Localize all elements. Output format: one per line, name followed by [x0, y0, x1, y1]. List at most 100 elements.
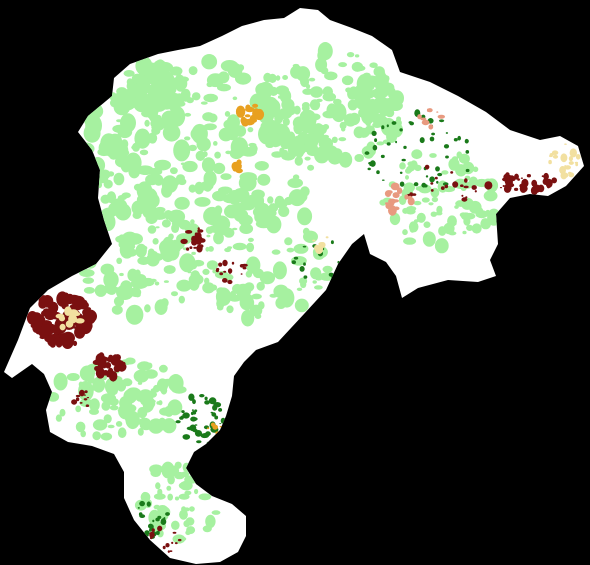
light-green-patch — [418, 184, 432, 194]
light-green-patch — [120, 113, 136, 133]
pale-yellow-patch — [569, 148, 577, 158]
dark-red-patch — [532, 184, 541, 193]
dark-red-patch — [38, 295, 49, 307]
light-green-patch — [456, 151, 463, 159]
light-green-patch — [164, 90, 172, 96]
light-green-patch — [268, 203, 279, 213]
dark-green-patch — [199, 394, 205, 398]
light-green-patch — [322, 86, 333, 97]
dark-red-patch — [172, 531, 177, 534]
orange-patch — [236, 112, 243, 117]
light-green-patch — [160, 242, 176, 263]
light-green-patch — [339, 121, 347, 130]
light-green-patch — [303, 133, 317, 146]
light-green-patch — [403, 237, 417, 245]
light-green-patch — [206, 81, 214, 88]
dark-green-patch — [445, 155, 449, 159]
light-green-patch — [100, 194, 111, 204]
light-green-patch — [254, 313, 262, 320]
light-green-patch — [296, 287, 303, 291]
light-green-patch — [154, 281, 160, 286]
light-green-patch — [92, 431, 101, 441]
dark-green-patch — [399, 128, 403, 132]
light-green-patch — [107, 424, 115, 429]
light-green-patch — [202, 282, 215, 294]
light-green-patch — [201, 157, 216, 173]
light-green-patch — [163, 280, 169, 283]
light-green-patch — [203, 123, 217, 131]
light-green-patch — [150, 469, 161, 477]
dark-red-patch — [499, 187, 503, 189]
dark-green-patch — [146, 501, 151, 507]
dark-green-patch — [186, 426, 194, 431]
dark-red-patch — [434, 176, 438, 180]
light-green-patch — [460, 212, 471, 221]
dark-green-patch — [453, 138, 458, 142]
light-green-patch — [161, 219, 171, 228]
light-green-patch — [171, 520, 180, 530]
dark-red-patch — [440, 186, 445, 191]
pale-yellow-patch — [68, 314, 78, 324]
light-green-patch — [147, 193, 160, 208]
dark-red-patch — [464, 178, 468, 183]
salmon-patch — [385, 202, 390, 205]
salmon-patch — [384, 190, 392, 198]
light-green-patch — [179, 253, 196, 273]
dark-red-patch — [79, 402, 83, 404]
light-green-patch — [170, 209, 183, 220]
light-green-patch — [152, 238, 159, 245]
light-green-patch — [83, 287, 95, 294]
light-green-patch — [214, 220, 221, 227]
light-green-patch — [156, 79, 170, 87]
pale-yellow-patch — [551, 150, 559, 155]
light-green-patch — [241, 309, 255, 327]
light-green-patch — [224, 111, 231, 117]
pale-yellow-patch — [575, 162, 579, 167]
dark-green-patch — [436, 180, 439, 184]
light-green-patch — [292, 63, 300, 68]
dark-red-patch — [197, 229, 204, 233]
dark-red-patch — [198, 237, 203, 242]
light-green-patch — [161, 378, 175, 386]
region-shape — [4, 8, 584, 564]
dark-green-patch — [299, 266, 305, 272]
light-green-patch — [310, 113, 321, 121]
dark-green-patch — [421, 182, 427, 188]
orange-patch — [244, 118, 255, 126]
light-green-patch — [293, 243, 309, 254]
light-green-patch — [471, 223, 482, 234]
light-green-patch — [137, 361, 152, 371]
dark-red-patch — [474, 190, 477, 193]
dark-red-patch — [106, 356, 114, 362]
dark-green-patch — [380, 154, 385, 159]
light-green-patch — [80, 430, 86, 438]
dark-green-patch — [399, 171, 403, 174]
dark-green-patch — [381, 125, 385, 130]
light-green-patch — [79, 269, 95, 277]
light-green-patch — [297, 121, 302, 126]
pale-yellow-patch — [564, 143, 567, 145]
dark-red-patch — [86, 397, 90, 399]
light-green-patch — [183, 520, 190, 528]
dark-red-patch — [430, 189, 434, 192]
light-green-patch — [176, 85, 185, 92]
dark-green-patch — [372, 144, 378, 151]
light-green-patch — [160, 386, 168, 395]
light-green-patch — [388, 121, 403, 138]
dark-red-patch — [526, 174, 532, 178]
light-green-patch — [132, 211, 142, 219]
light-green-patch — [144, 119, 150, 127]
light-green-patch — [163, 210, 173, 220]
light-green-patch — [212, 269, 217, 274]
dark-red-patch — [41, 310, 46, 317]
dark-red-patch — [169, 550, 173, 552]
light-green-patch — [354, 54, 360, 58]
light-green-patch — [148, 391, 157, 398]
light-green-patch — [110, 202, 127, 213]
light-green-patch — [83, 167, 92, 176]
dark-green-patch — [206, 441, 210, 445]
pale-yellow-patch — [315, 245, 323, 255]
light-green-patch — [186, 526, 196, 535]
light-green-patch — [116, 284, 134, 300]
light-green-patch — [202, 268, 210, 275]
